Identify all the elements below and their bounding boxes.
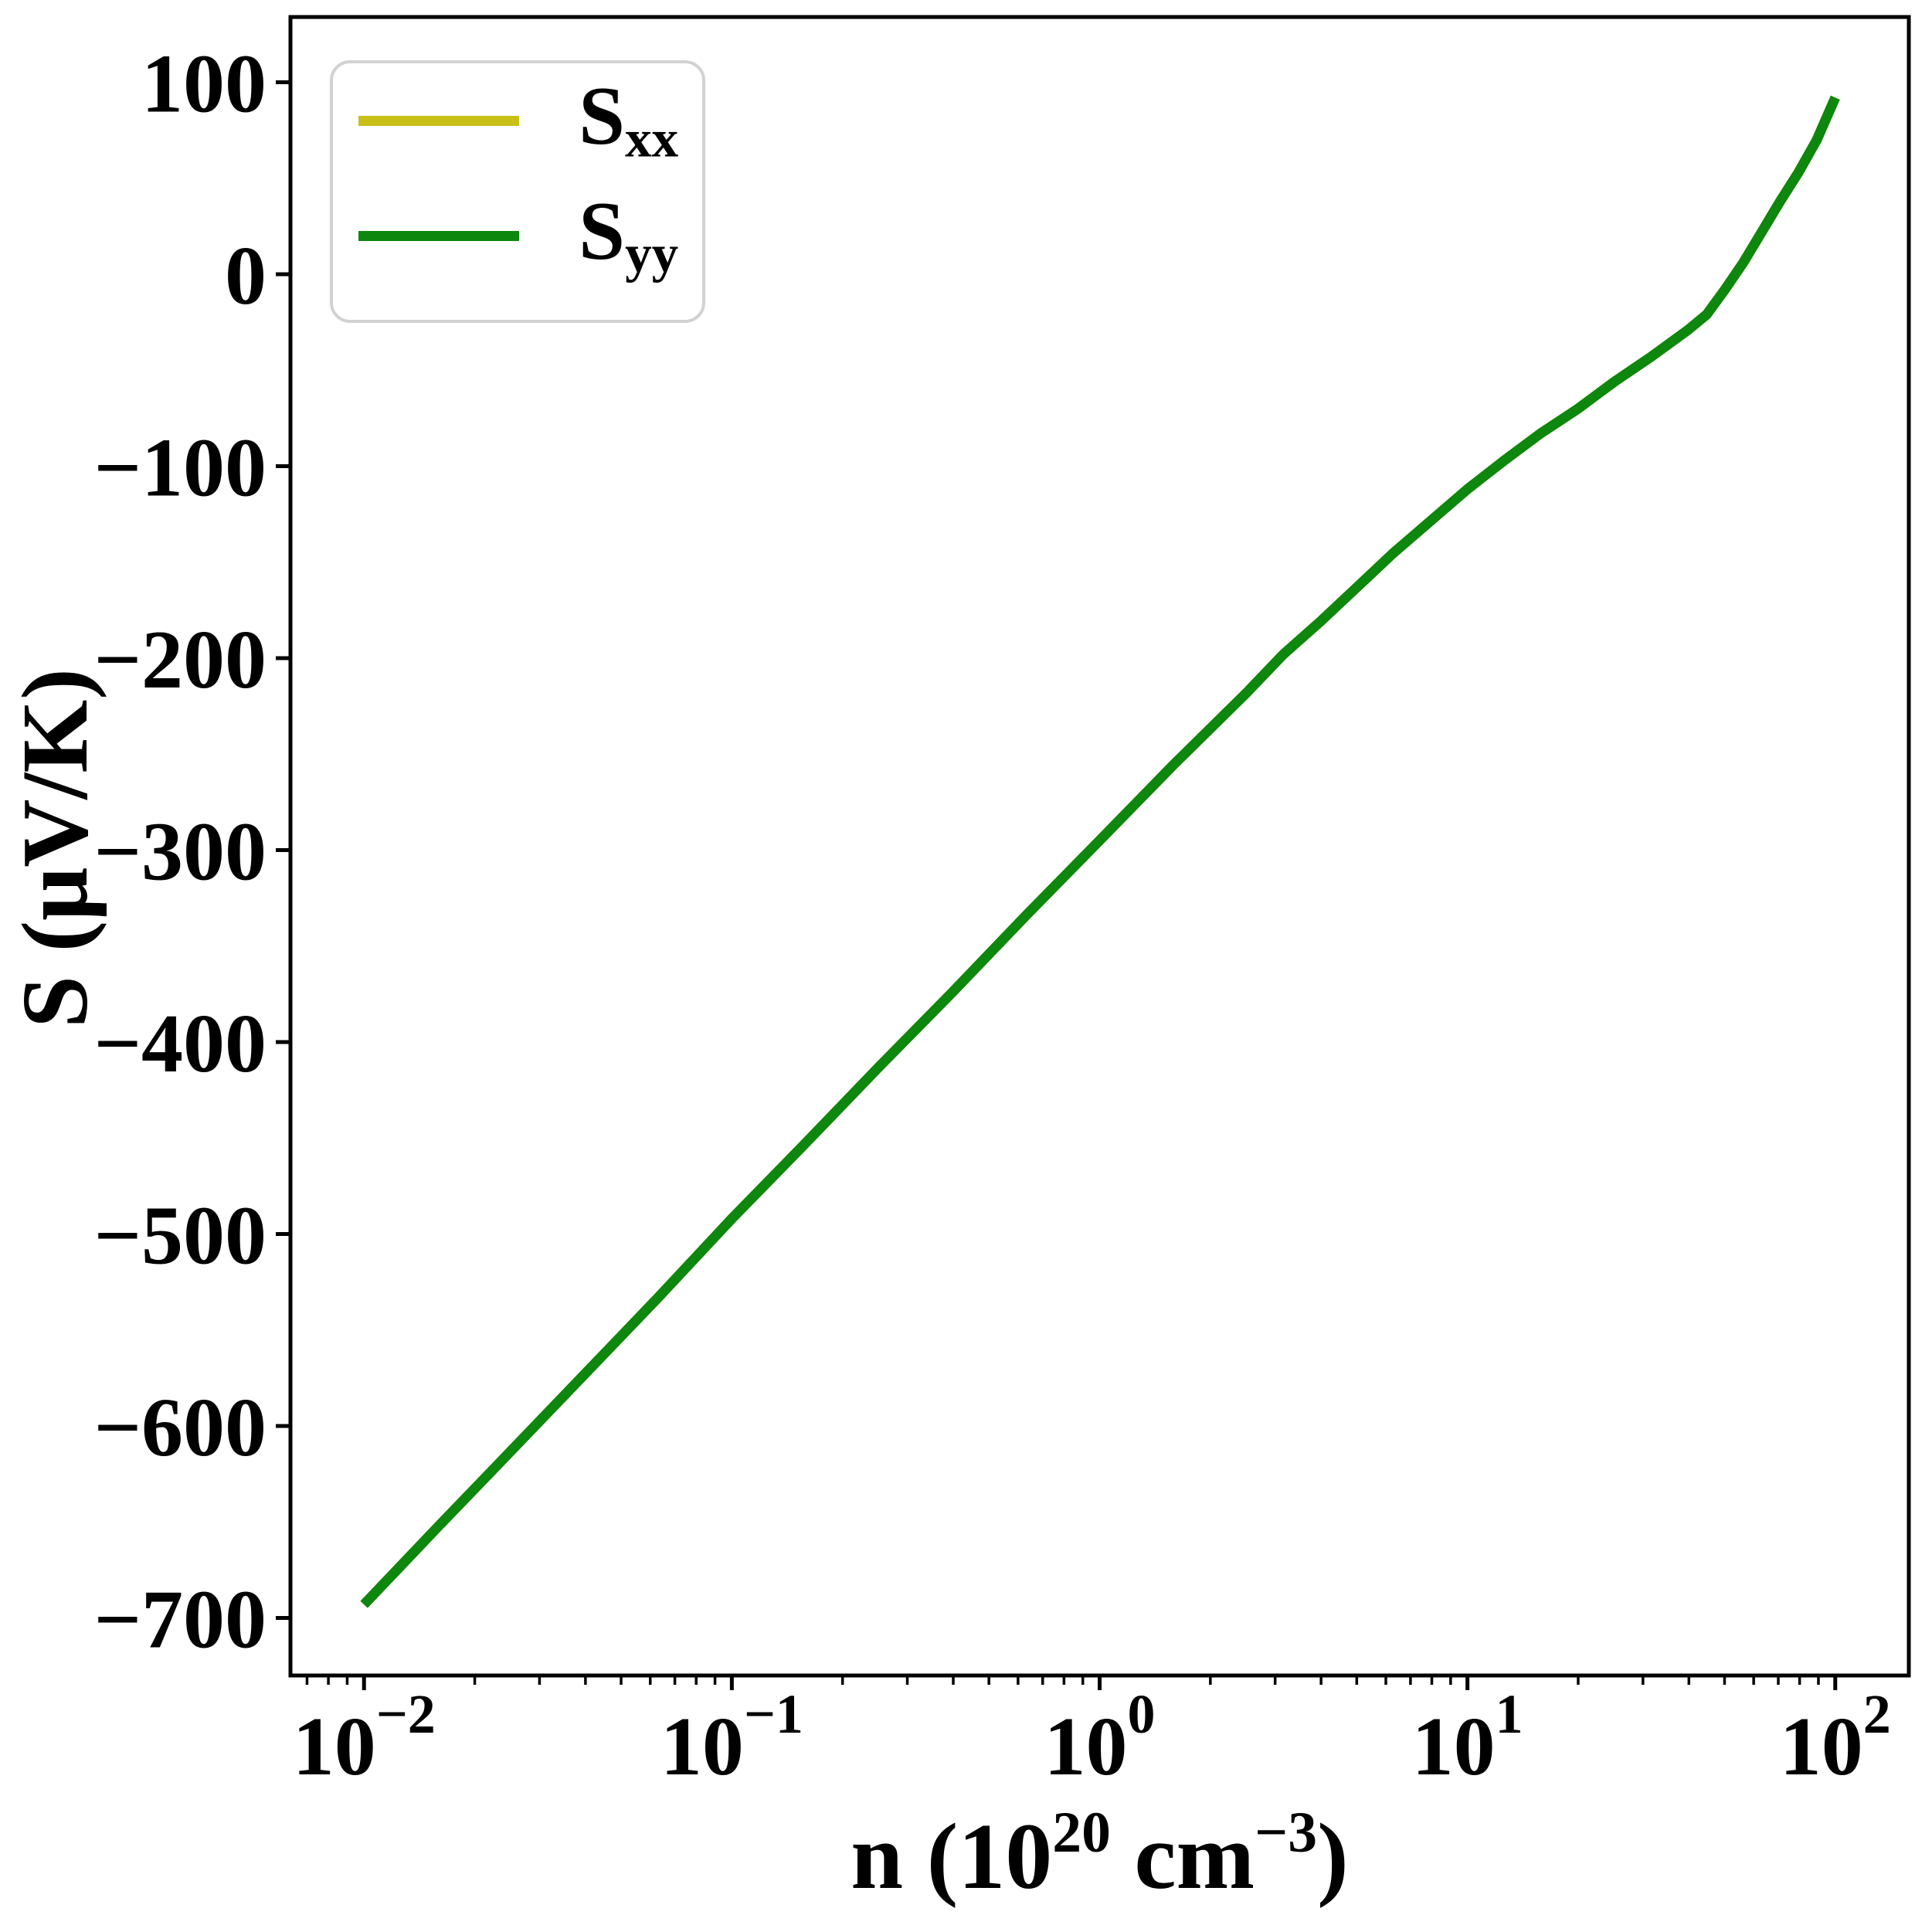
legend-label-syy-sub: yy <box>625 223 679 283</box>
x-axis-label-segment: n (10 <box>851 1804 1053 1909</box>
legend-label-sxx-main: S <box>579 70 626 162</box>
legend-label-sxx-sub: xx <box>625 108 679 168</box>
x-tick-label: 102 <box>1780 1683 1891 1793</box>
y-axis-label: S (μV/K) <box>3 668 107 1028</box>
legend-label-syy: Syy <box>579 190 678 280</box>
y-tick-label: −300 <box>93 806 267 898</box>
y-tick-label: 0 <box>225 230 267 322</box>
plot-spines <box>288 15 1911 1678</box>
legend-label-syy-main: S <box>579 185 626 277</box>
y-tick-label: −700 <box>93 1574 267 1665</box>
x-axis-label-segment: ) <box>1317 1804 1349 1909</box>
y-tick-label: −200 <box>93 614 267 706</box>
legend-line-sample-sxx <box>358 116 519 126</box>
legend-label-sxx: Sxx <box>579 75 678 165</box>
y-tick-label: −400 <box>93 998 267 1090</box>
y-tick-label: −100 <box>93 422 267 514</box>
x-axis-label-segment: cm <box>1110 1804 1255 1909</box>
curves-group <box>360 95 1840 1608</box>
y-tick-label: −500 <box>93 1190 267 1282</box>
ticks-group: 10−2 10−1 100 101 102 100 0 −100 −200 −300 −400 −50… <box>93 38 1890 1793</box>
x-tick-label: 101 <box>1412 1683 1523 1793</box>
x-axis-label: n (1020 cm−3) <box>290 1800 1909 1911</box>
x-tick-label: 100 <box>1044 1683 1156 1793</box>
x-tick-label: 10−1 <box>660 1683 803 1793</box>
series-line-Syy <box>360 95 1840 1608</box>
y-tick-label: −600 <box>93 1382 267 1474</box>
x-axis-label-segment: −3 <box>1255 1801 1318 1865</box>
x-axis-label-segment: 20 <box>1052 1801 1111 1865</box>
x-tick-label: 10−2 <box>293 1683 436 1793</box>
legend-line-sample-syy <box>358 231 519 241</box>
y-tick-label: 100 <box>141 38 267 130</box>
legend: Sxx Syy <box>330 60 705 323</box>
